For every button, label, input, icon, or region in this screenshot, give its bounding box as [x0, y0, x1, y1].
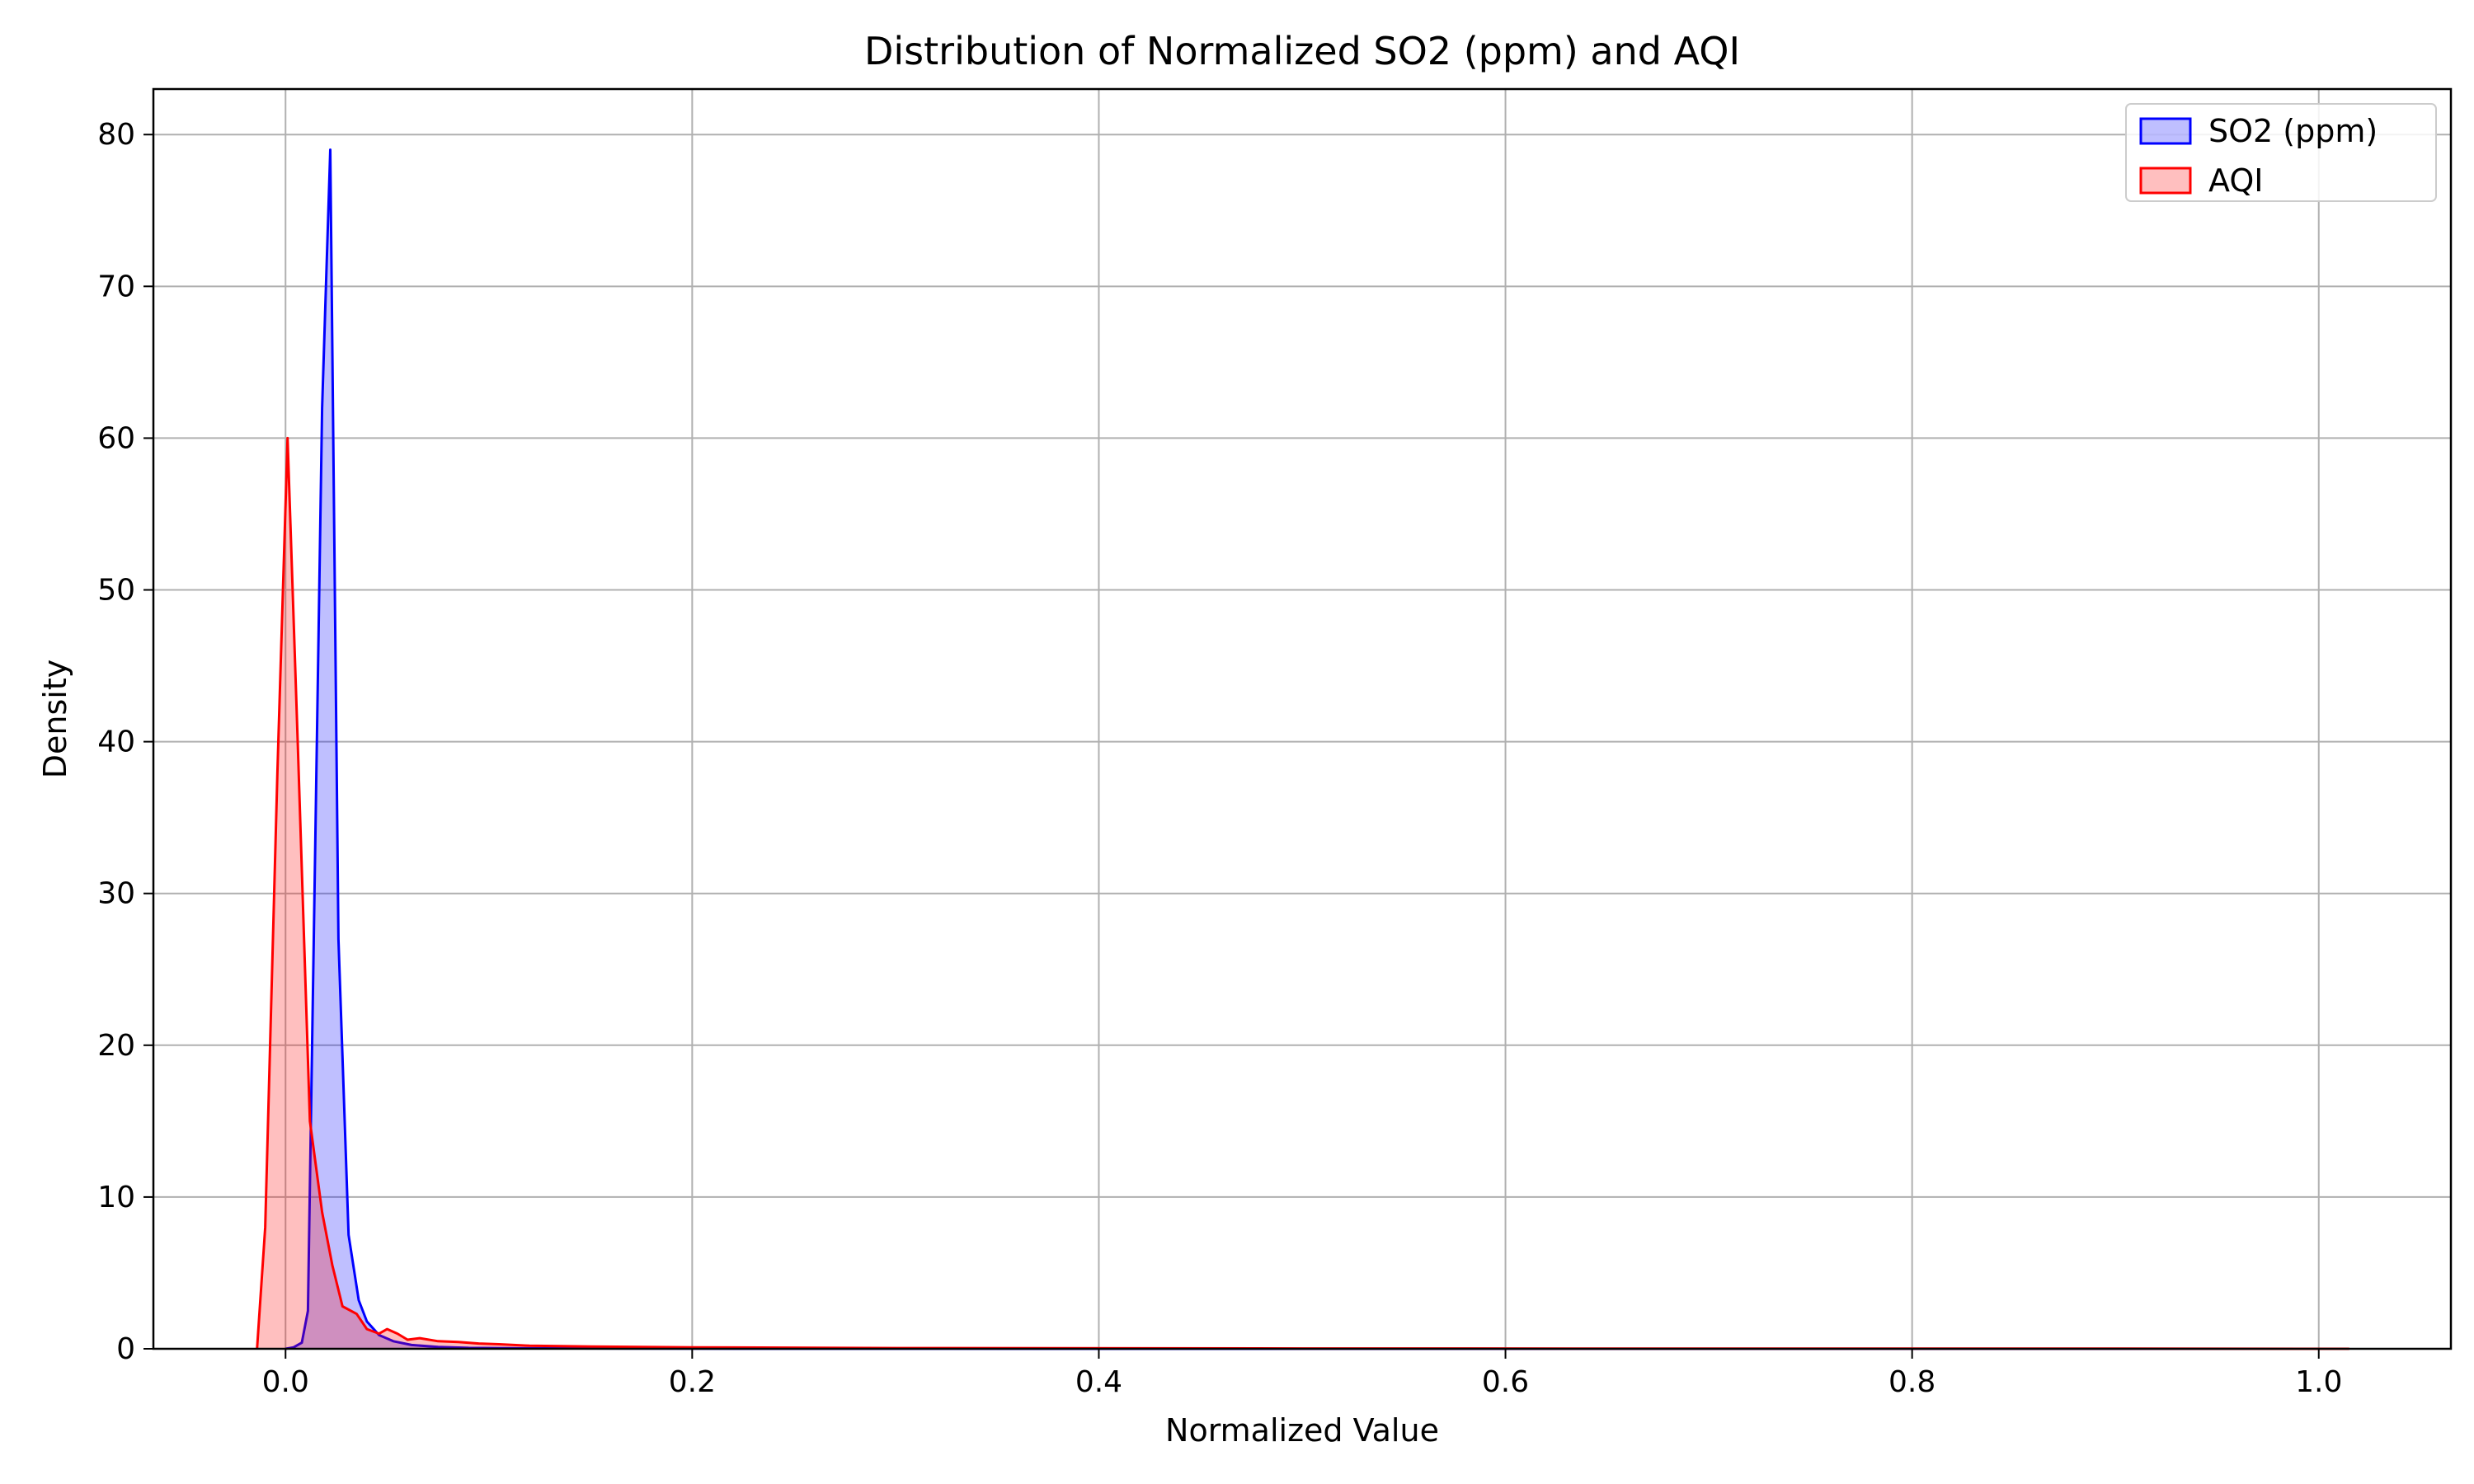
legend-swatch-0 [2139, 117, 2192, 145]
series-line-1 [256, 436, 2349, 1350]
legend-box [2125, 103, 2437, 202]
y-tick-label: 30 [97, 877, 135, 911]
legend-swatch-1 [2139, 167, 2192, 195]
grid [153, 89, 2451, 1350]
y-tick-label: 10 [97, 1181, 135, 1214]
y-tick-label: 60 [97, 421, 135, 455]
x-tick-label: 0.6 [1482, 1365, 1529, 1399]
legend: SO2 (ppm) AQI [2125, 103, 2437, 202]
x-tick-label: 0.8 [1888, 1365, 1935, 1399]
x-tick-label: 0.2 [669, 1365, 716, 1399]
plot-frame [152, 87, 2453, 1350]
y-tick-label: 40 [97, 726, 135, 759]
x-tick-label: 0.4 [1075, 1365, 1122, 1399]
legend-label-1: AQI [2208, 162, 2263, 199]
x-axis-label: Normalized Value [1165, 1412, 1439, 1449]
y-tick-label: 0 [116, 1332, 135, 1366]
chart-title: Distribution of Normalized SO2 (ppm) and… [864, 29, 1740, 73]
x-tick-label: 0.0 [262, 1365, 309, 1399]
y-tick-label: 50 [97, 574, 135, 608]
ticks: 0.0 0.2 0.4 0.6 0.8 1.0 0 10 20 30 40 50 60 70 80 [97, 118, 2342, 1399]
y-tick-label: 20 [97, 1029, 135, 1063]
x-tick-label: 1.0 [2295, 1365, 2342, 1399]
y-axis-label: Density [37, 660, 73, 778]
legend-label-0: SO2 (ppm) [2208, 113, 2378, 149]
y-tick-label: 80 [97, 118, 135, 152]
y-tick-label: 70 [97, 270, 135, 303]
